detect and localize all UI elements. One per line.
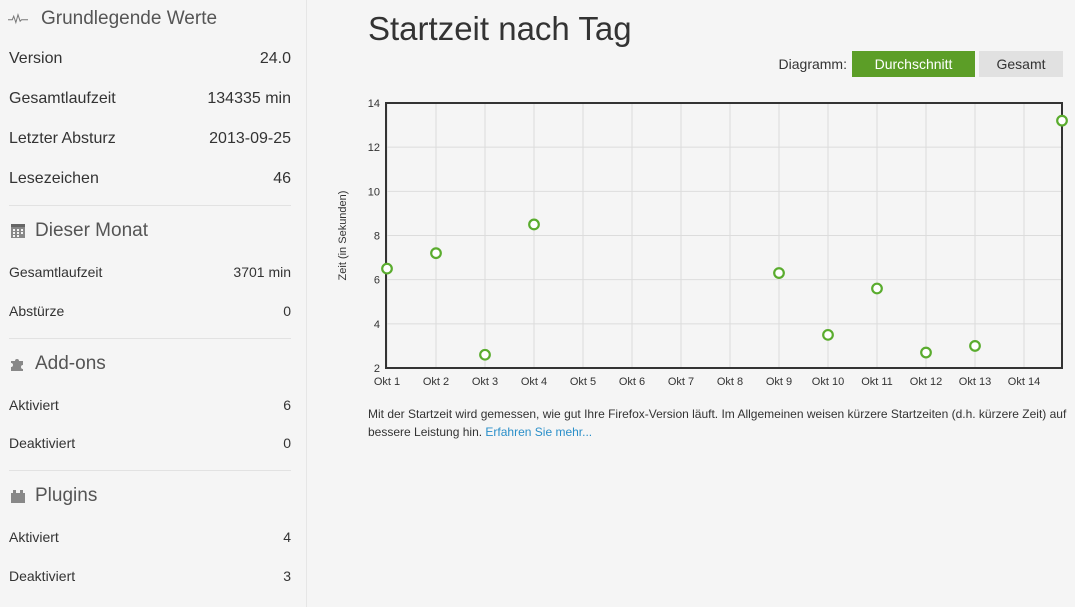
stat-addons-disabled: Deaktiviert 0 [9, 432, 291, 454]
chart-grid [386, 102, 1062, 369]
y-tick-label: 8 [374, 231, 380, 243]
stat-label: Version [9, 50, 63, 67]
diagram-label: Diagramm: [778, 56, 847, 72]
y-tick-label: 6 [374, 275, 380, 287]
x-axis-ticks: Okt 1 Okt 2 Okt 3 Okt 4 Okt 5 Okt 6 Okt 7 Okt 8… [374, 376, 1040, 388]
divider [9, 205, 291, 206]
data-point [1056, 114, 1068, 127]
heartbeat-icon [8, 9, 28, 29]
y-tick-label: 10 [368, 186, 380, 198]
plugin-icon [8, 486, 28, 506]
stat-plugins-enabled: Aktiviert 4 [9, 526, 291, 548]
stat-value: 0 [283, 435, 291, 451]
section-month-title: Dieser Monat [35, 220, 148, 241]
stat-month-runtime: Gesamtlaufzeit 3701 min [9, 261, 291, 283]
section-basic-title: Grundlegende Werte [41, 8, 218, 29]
stat-label: Lesezeichen [9, 170, 99, 187]
average-button[interactable]: Durchschnitt [852, 51, 975, 77]
x-tick-label: Okt 4 [521, 376, 547, 388]
chart-description: Mit der Startzeit wird gemessen, wie gut… [368, 405, 1068, 441]
calendar-icon [8, 221, 28, 241]
data-point [479, 348, 491, 361]
stat-version: Version 24.0 [9, 46, 291, 72]
stat-value: 0 [283, 303, 291, 319]
data-point [773, 267, 785, 279]
data-point [822, 328, 834, 341]
stat-plugins-disabled: Deaktiviert 3 [9, 565, 291, 587]
data-point [920, 346, 932, 359]
stat-label: Gesamtlaufzeit [9, 264, 103, 280]
data-point [430, 247, 442, 260]
x-tick-label: Okt 14 [1008, 376, 1040, 388]
plot-frame [385, 102, 1063, 369]
data-point [528, 218, 540, 231]
divider [9, 338, 291, 339]
data-point [871, 282, 883, 295]
stat-last-crash: Letzter Absturz 2013-09-25 [9, 126, 291, 152]
y-tick-label: 14 [368, 98, 380, 110]
section-addons-header: Add-ons [8, 349, 106, 379]
stat-total-runtime: Gesamtlaufzeit 134335 min [9, 86, 291, 112]
stat-value: 6 [283, 397, 291, 413]
stat-value: 4 [283, 529, 291, 545]
stat-label: Aktiviert [9, 397, 59, 413]
x-tick-label: Okt 10 [812, 376, 844, 388]
sidebar: Grundlegende Werte Version 24.0 Gesamtla… [0, 0, 307, 607]
stat-label: Abstürze [9, 303, 65, 319]
x-tick-label: Okt 1 [374, 376, 400, 388]
x-tick-label: Okt 13 [959, 376, 991, 388]
stat-label: Deaktiviert [9, 568, 76, 584]
stat-label: Letzter Absturz [9, 130, 116, 147]
x-tick-label: Okt 2 [423, 376, 449, 388]
learn-more-link[interactable]: Erfahren Sie mehr... [485, 425, 593, 439]
description-text: Mit der Startzeit wird gemessen, wie gut… [368, 407, 1067, 439]
stat-label: Gesamtlaufzeit [9, 90, 116, 107]
x-tick-label: Okt 11 [861, 376, 893, 388]
divider [9, 470, 291, 471]
y-axis-ticks: 2 4 6 8 10 12 14 [368, 98, 380, 375]
data-point [381, 262, 393, 275]
stat-value: 46 [273, 170, 291, 187]
chart-type-controls: Diagramm: Durchschnitt Gesamt [779, 51, 1063, 77]
stat-value: 24.0 [259, 50, 291, 67]
section-basic-header: Grundlegende Werte [8, 4, 217, 34]
stat-value: 134335 min [207, 90, 291, 107]
data-points [381, 114, 1068, 361]
stat-bookmarks: Lesezeichen 46 [9, 166, 291, 192]
page-title: Startzeit nach Tag [368, 10, 632, 47]
stat-value: 3 [283, 568, 291, 584]
y-tick-label: 2 [374, 363, 380, 375]
x-tick-label: Okt 5 [570, 376, 596, 388]
section-addons-title: Add-ons [35, 353, 106, 374]
x-tick-label: Okt 3 [472, 376, 498, 388]
section-plugins-header: Plugins [8, 481, 97, 511]
stat-value: 3701 min [233, 264, 291, 280]
puzzle-icon [8, 354, 28, 374]
stat-addons-enabled: Aktiviert 6 [9, 394, 291, 416]
stat-label: Aktiviert [9, 529, 59, 545]
y-tick-label: 12 [368, 142, 380, 154]
section-plugins-title: Plugins [35, 485, 98, 506]
x-tick-label: Okt 9 [766, 376, 792, 388]
x-tick-label: Okt 7 [668, 376, 694, 388]
x-tick-label: Okt 12 [910, 376, 942, 388]
stat-month-crashes: Abstürze 0 [9, 300, 291, 322]
section-month-header: Dieser Monat [8, 216, 148, 246]
y-tick-label: 4 [374, 319, 380, 331]
stat-label: Deaktiviert [9, 435, 76, 451]
total-button[interactable]: Gesamt [979, 51, 1063, 77]
x-tick-label: Okt 8 [717, 376, 743, 388]
x-tick-label: Okt 6 [619, 376, 645, 388]
data-point [969, 340, 981, 352]
y-axis-label: Zeit (in Sekunden) [337, 191, 349, 281]
stat-value: 2013-09-25 [209, 130, 291, 147]
